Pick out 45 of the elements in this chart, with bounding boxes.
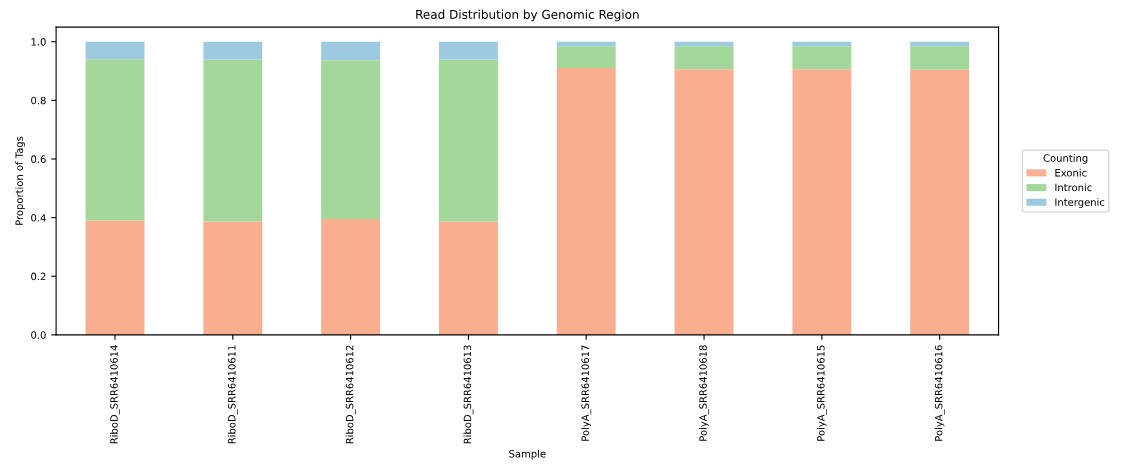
x-tick-label: RiboD_SRR6410613 <box>463 345 474 444</box>
bar <box>674 46 734 70</box>
bar <box>321 41 381 61</box>
x-tick-label: PolyA_SRR6410618 <box>699 345 710 441</box>
y-tick-label: 0.0 <box>31 331 46 339</box>
bar <box>674 69 734 335</box>
chart-title: Read Distribution by Genomic Region <box>416 9 639 22</box>
x-tick-label: PolyA_SRR6410616 <box>934 345 945 441</box>
bar <box>910 41 970 47</box>
x-tick-label: PolyA_SRR6410615 <box>816 345 827 441</box>
legend-title: Counting <box>1043 154 1088 164</box>
bar <box>85 59 145 221</box>
bar <box>438 41 498 60</box>
legend-label: Intergenic <box>1055 198 1105 208</box>
x-tick-label: RiboD_SRR6410612 <box>345 345 356 444</box>
bar <box>203 59 263 222</box>
bar <box>556 41 616 47</box>
bar <box>674 41 734 47</box>
y-tick-label: 1.0 <box>31 38 46 46</box>
y-axis-title: Proportion of Tags <box>15 136 25 225</box>
bar <box>438 59 498 222</box>
x-tick-label: RiboD_SRR6410614 <box>110 345 120 444</box>
y-tick-label: 0.4 <box>31 214 46 222</box>
bar <box>321 219 381 335</box>
bar <box>438 221 498 335</box>
bar <box>910 46 970 70</box>
y-tick-label: 0.6 <box>31 155 46 163</box>
bar <box>321 60 381 220</box>
x-axis-title: Sample <box>509 449 546 460</box>
bar <box>910 69 970 335</box>
bar <box>792 46 852 70</box>
y-tick-label: 0.8 <box>31 96 46 105</box>
bar <box>203 221 263 335</box>
legend-label: Intronic <box>1055 183 1092 192</box>
bar <box>792 41 852 47</box>
x-tick-label: RiboD_SRR6410611 <box>227 345 238 444</box>
x-tick-label: PolyA_SRR6410617 <box>581 345 592 441</box>
bar <box>203 41 263 60</box>
bar <box>556 68 616 335</box>
legend-label: Exonic <box>1055 168 1087 177</box>
bar <box>85 41 145 60</box>
bar <box>792 69 852 335</box>
y-tick-label: 0.2 <box>31 272 46 281</box>
bar <box>85 220 145 335</box>
bar <box>556 46 616 69</box>
